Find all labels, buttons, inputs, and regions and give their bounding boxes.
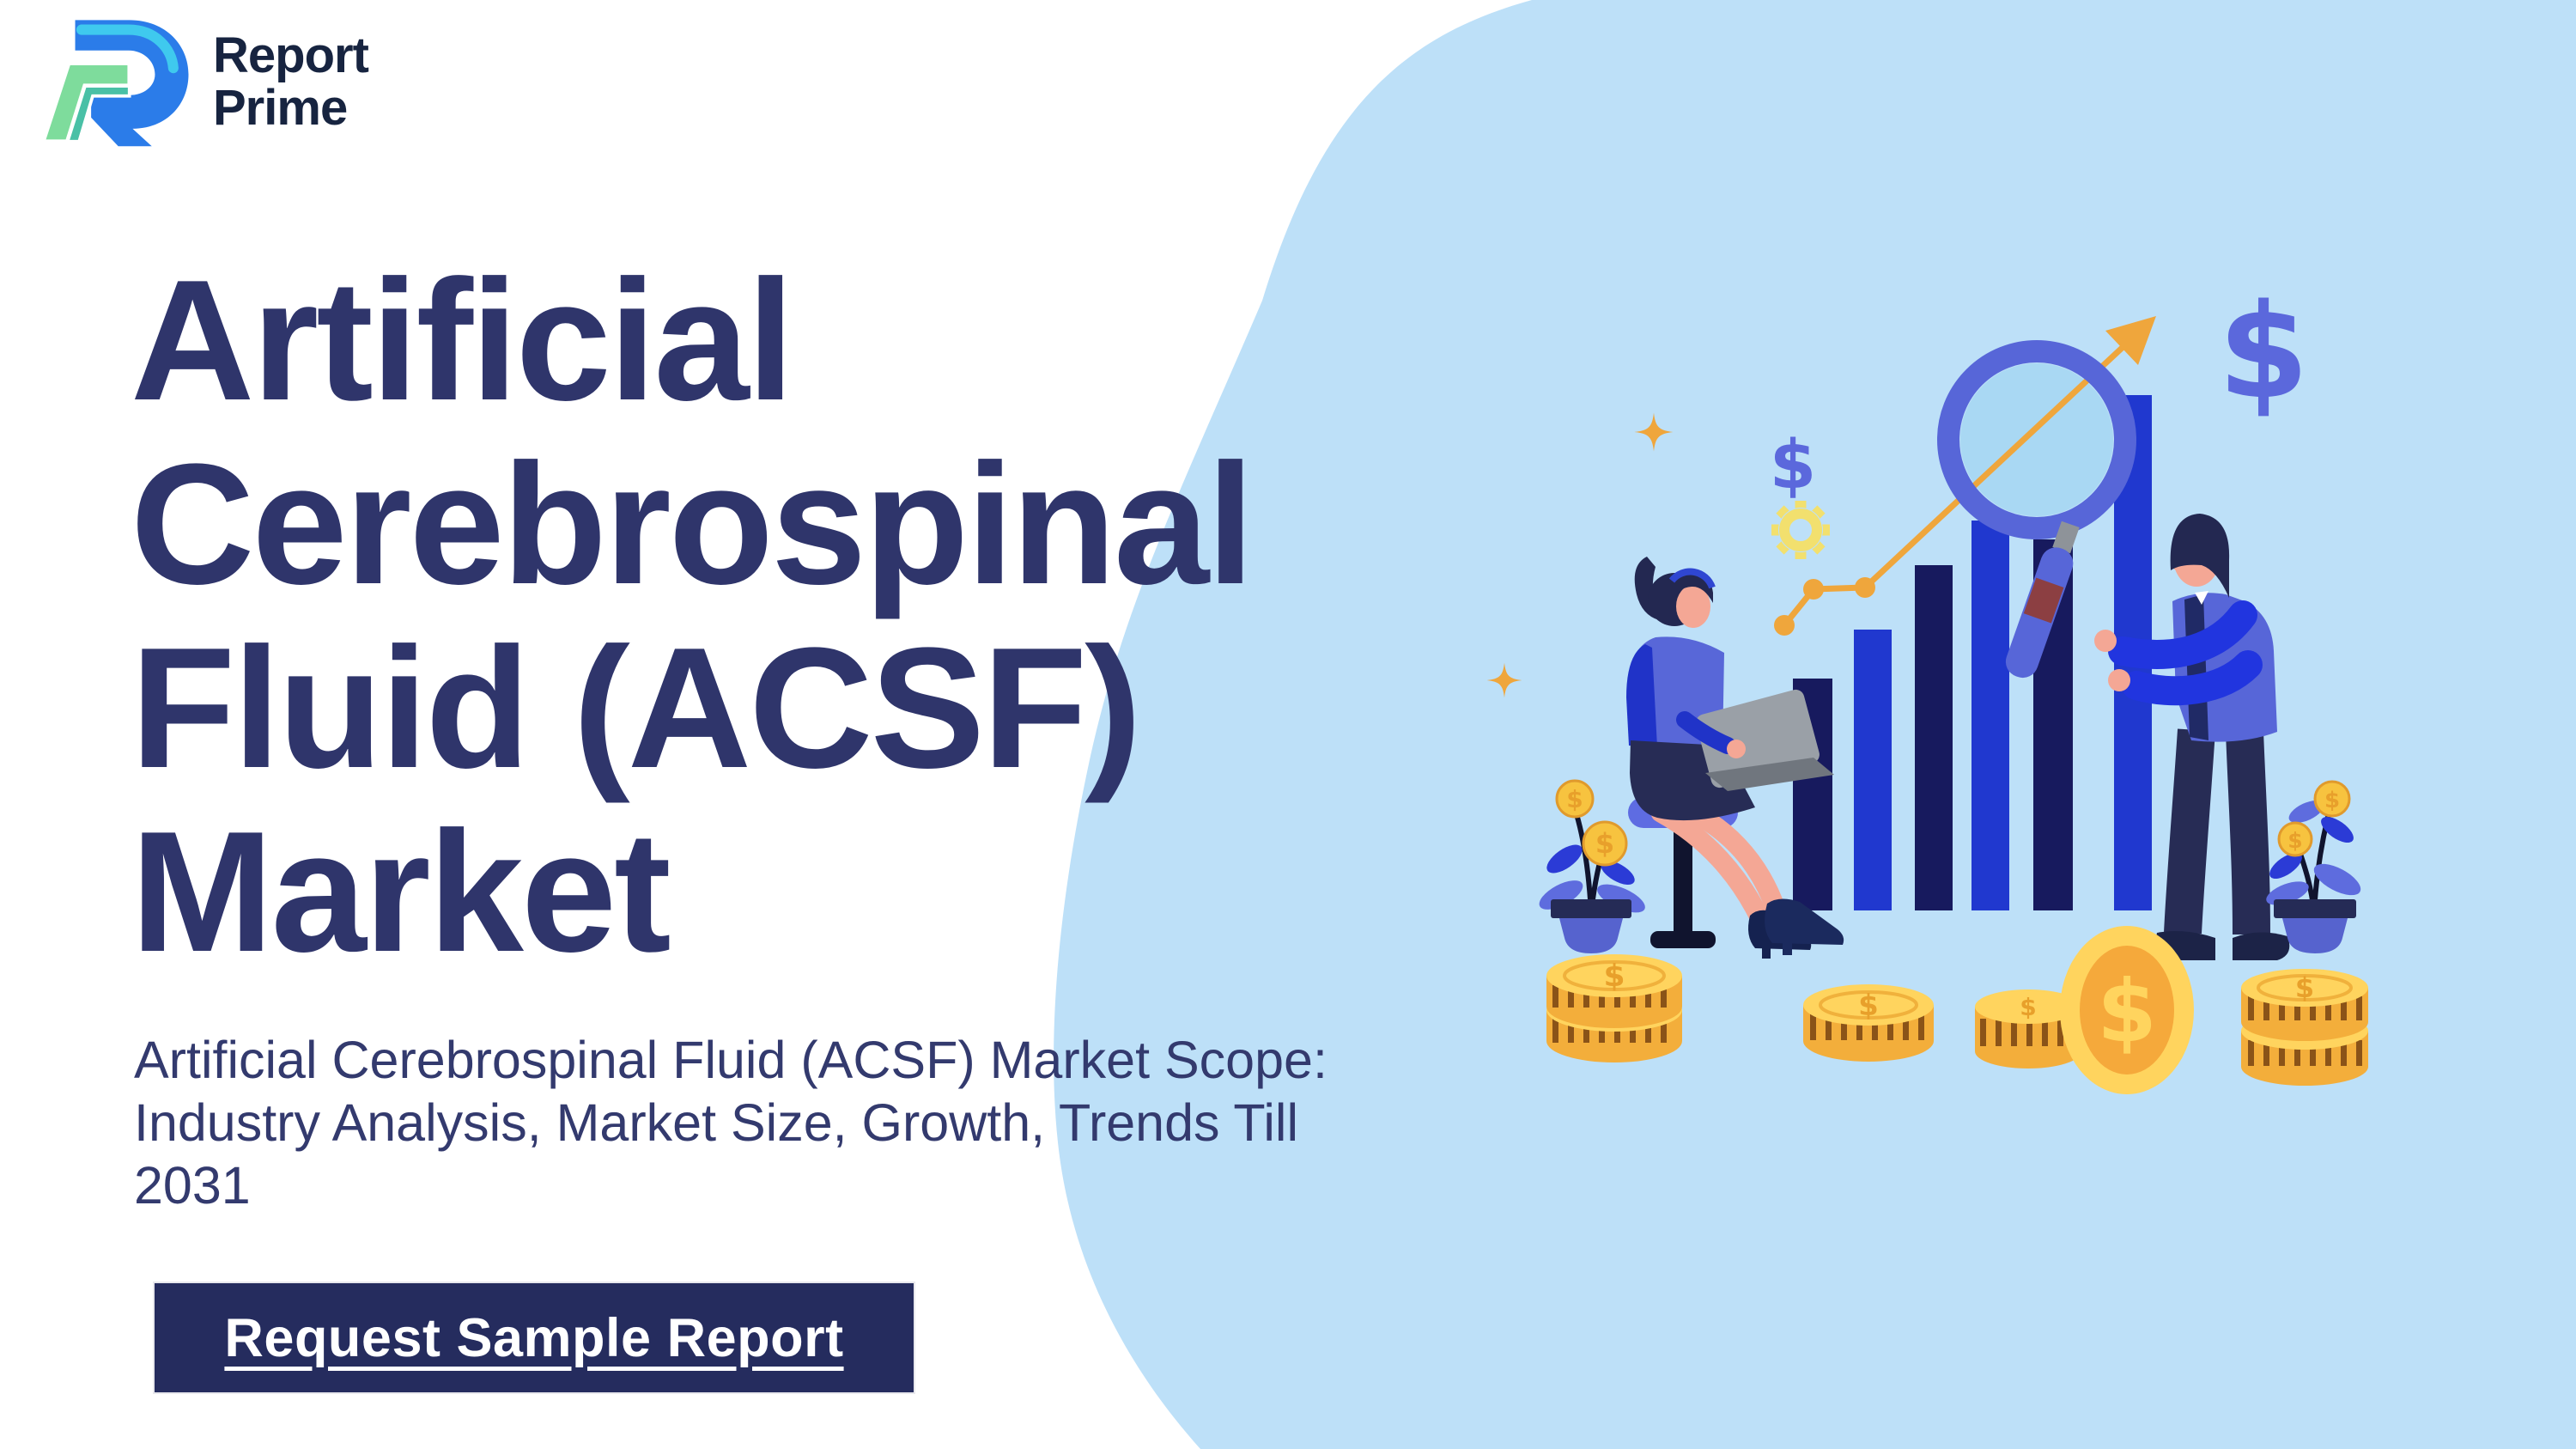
page-title: Artificial Cerebrospinal Fluid (ACSF) Ma… <box>131 245 1255 988</box>
coin-stack-icon-left: $ <box>1546 954 1682 1062</box>
svg-text:$: $ <box>1858 989 1879 1023</box>
report-prime-logo-icon <box>40 20 189 147</box>
request-sample-report-label: Request Sample Report <box>224 1307 844 1368</box>
svg-text:$: $ <box>2295 971 2314 1004</box>
dollar-sign-icon-small: $ <box>1770 427 1816 504</box>
brand-name-line2: Prime <box>213 80 348 136</box>
svg-text:$: $ <box>1566 785 1583 813</box>
subtitle-line: 2031 <box>134 1156 251 1215</box>
svg-text:$: $ <box>1595 827 1614 860</box>
title-line: Fluid (ACSF) <box>131 612 1142 804</box>
page-subtitle: Artificial Cerebrospinal Fluid (ACSF) Ma… <box>134 1029 1327 1217</box>
coin-stack-icon-center: $ $ <box>1975 926 2194 1094</box>
title-line: Market <box>131 796 671 988</box>
svg-text:$: $ <box>2324 788 2340 813</box>
sparkle-icon <box>1486 412 1674 698</box>
magnifier-icon <box>1937 340 2136 679</box>
svg-text:$: $ <box>1603 959 1625 994</box>
coin-icon-single: $ <box>1803 984 1934 1062</box>
svg-text:$: $ <box>2020 993 2036 1021</box>
subtitle-line: Industry Analysis, Market Size, Growth, … <box>134 1093 1299 1152</box>
svg-text:$: $ <box>2097 961 2157 1062</box>
title-line: Artificial <box>131 245 794 436</box>
businesswoman-figure <box>1626 557 1844 959</box>
growth-arrow-icon <box>1774 316 2156 636</box>
request-sample-report-button[interactable]: Request Sample Report <box>155 1283 914 1392</box>
laptop-icon <box>1696 689 1834 791</box>
brand-name: Report Prime <box>213 27 369 136</box>
dollar-sign-icon-large: $ <box>2218 276 2309 428</box>
svg-text:$: $ <box>2287 828 2302 853</box>
brand-logo: Report Prime <box>34 14 369 149</box>
gear-icon <box>1771 501 1830 559</box>
money-plant-icon-right: $ $ <box>2266 780 2361 953</box>
magnifier-lens <box>1960 363 2113 516</box>
money-plant-icon-left: $ $ <box>1539 779 1645 953</box>
brand-name-line1: Report <box>213 27 369 83</box>
businessman-figure <box>2094 514 2290 960</box>
subtitle-line: Artificial Cerebrospinal Fluid (ACSF) Ma… <box>134 1031 1327 1089</box>
coin-stack-icon-right: $ <box>2241 969 2368 1086</box>
title-line: Cerebrospinal <box>131 429 1255 620</box>
